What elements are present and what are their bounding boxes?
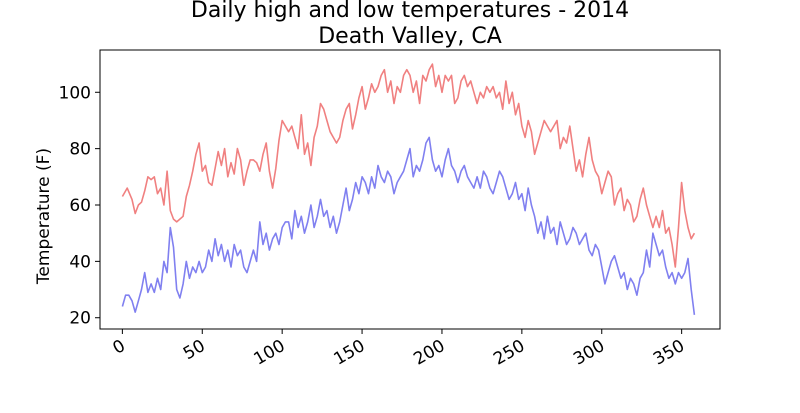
y-tick-label: 80 [69,140,91,160]
x-tick-label: 50 [180,336,209,364]
x-tick-label: 200 [410,336,448,370]
chart-title-line-1: Daily high and low temperatures - 2014 [191,0,629,23]
plot-frame [99,49,721,330]
x-tick-label: 100 [251,336,289,370]
y-tick-label: 60 [69,196,91,216]
x-tick-label: 350 [650,336,688,370]
series-line-low [121,136,696,315]
y-axis-label: Temperature (F) [34,148,54,285]
x-tick-label: 150 [330,336,368,370]
x-tick-label: 300 [570,336,608,370]
chart-title-line-2: Death Valley, CA [318,24,502,49]
x-tick-label: 250 [490,336,528,370]
y-tick-label: 40 [69,252,91,272]
y-tick-label: 100 [59,83,91,103]
x-tick-label: 0 [109,336,128,359]
series-line-high [121,63,696,268]
y-tick-label: 20 [69,309,91,329]
